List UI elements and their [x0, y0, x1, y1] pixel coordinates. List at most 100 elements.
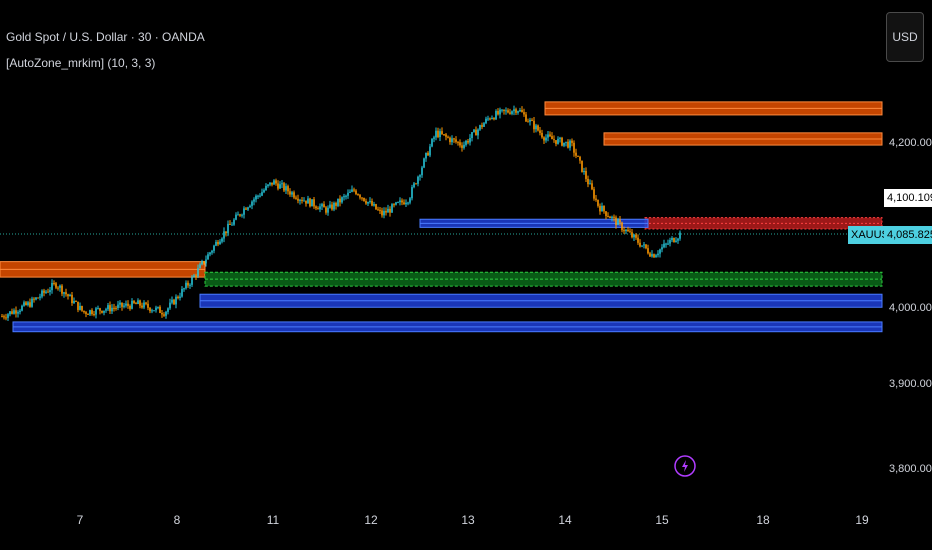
- time-tick: 12: [364, 513, 378, 527]
- candle-body: [567, 141, 569, 148]
- candle-body: [199, 264, 201, 269]
- candle-body: [231, 224, 233, 226]
- candle-body: [401, 200, 403, 203]
- candle-body: [173, 299, 175, 305]
- candle-body: [111, 307, 113, 312]
- candle-body: [245, 208, 247, 210]
- candle-body: [301, 199, 303, 201]
- candle-body: [587, 178, 589, 185]
- price-tick: 4,000.000: [889, 302, 932, 314]
- candle-body: [585, 171, 587, 179]
- candle-body: [269, 182, 271, 185]
- candle-body: [259, 195, 261, 197]
- candle-body: [453, 138, 455, 140]
- candle-body: [539, 130, 541, 133]
- candle-body: [373, 204, 375, 206]
- candle-body: [51, 282, 53, 291]
- candle-body: [107, 305, 109, 310]
- candle-body: [185, 282, 187, 289]
- candle-body: [335, 202, 337, 206]
- candle-body: [3, 316, 5, 318]
- candle-body: [309, 198, 311, 207]
- candle-body: [557, 138, 559, 144]
- candle-body: [361, 197, 363, 199]
- candle-body: [533, 120, 535, 130]
- candle-body: [445, 134, 447, 137]
- candle-body: [39, 296, 41, 298]
- candle-body: [247, 207, 249, 210]
- candle-body: [203, 261, 205, 264]
- candle-body: [505, 110, 507, 112]
- candle-body: [293, 192, 295, 198]
- time-tick: 7: [76, 513, 84, 527]
- event-marker[interactable]: [674, 455, 696, 477]
- lightning-icon[interactable]: [674, 455, 696, 477]
- candle-body: [665, 243, 667, 245]
- candle-body: [179, 296, 181, 299]
- candle-body: [229, 223, 231, 225]
- candle-body: [611, 216, 613, 219]
- candle-body: [499, 109, 501, 115]
- candle-body: [583, 171, 585, 173]
- candle-body: [147, 303, 149, 308]
- candle-body: [219, 241, 221, 245]
- candle-body: [89, 310, 91, 315]
- candle-body: [77, 301, 79, 310]
- candle-body: [223, 231, 225, 239]
- candle-body: [391, 204, 393, 213]
- price-tick: 3,800.000: [889, 463, 932, 475]
- candle-body: [343, 196, 345, 198]
- candle-body: [209, 252, 211, 255]
- last-price-tag: 4,085.825: [884, 226, 932, 244]
- candle-body: [183, 288, 185, 290]
- candle-body: [387, 208, 389, 213]
- candle-body: [473, 129, 475, 133]
- candle-body: [475, 129, 477, 136]
- candle-body: [317, 208, 319, 210]
- candle-body: [63, 292, 65, 294]
- support-zone: [204, 271, 883, 287]
- candle-body: [17, 312, 19, 314]
- candle-body: [69, 294, 71, 297]
- candle-body: [479, 125, 481, 130]
- candle-body: [383, 210, 385, 216]
- candle-body: [563, 142, 565, 146]
- candle-body: [667, 243, 669, 245]
- candle-body: [227, 223, 229, 234]
- candle-body: [193, 275, 195, 278]
- candle-body: [289, 191, 291, 195]
- candle-body: [415, 183, 417, 185]
- candle-body: [413, 183, 415, 188]
- candle-body: [441, 131, 443, 135]
- candle-body: [239, 214, 241, 216]
- candle-body: [389, 208, 391, 213]
- candle-body: [629, 231, 631, 233]
- candle-body: [365, 201, 367, 204]
- candle-body: [485, 118, 487, 124]
- candle-body: [135, 303, 137, 305]
- candle-body: [619, 219, 621, 223]
- candle-body: [53, 282, 55, 284]
- candle-body: [213, 245, 215, 251]
- candle-body: [133, 300, 135, 304]
- currency-button[interactable]: USD: [886, 12, 924, 62]
- time-tick: 14: [558, 513, 572, 527]
- candle-body: [447, 136, 449, 138]
- candle-body: [55, 283, 57, 288]
- candle-body: [429, 146, 431, 156]
- candle-body: [131, 300, 133, 309]
- candle-body: [517, 111, 519, 113]
- candle-body: [225, 231, 227, 234]
- candle-body: [635, 234, 637, 238]
- indicator-label[interactable]: [AutoZone_mrkim] (10, 3, 3): [6, 56, 156, 70]
- candle-body: [265, 185, 267, 191]
- candle-body: [143, 302, 145, 308]
- candle-body: [87, 313, 89, 315]
- candle-body: [347, 192, 349, 196]
- candle-body: [673, 238, 675, 243]
- candle-body: [253, 199, 255, 202]
- candle-body: [465, 140, 467, 145]
- candle-body: [597, 199, 599, 206]
- candle-body: [255, 195, 257, 200]
